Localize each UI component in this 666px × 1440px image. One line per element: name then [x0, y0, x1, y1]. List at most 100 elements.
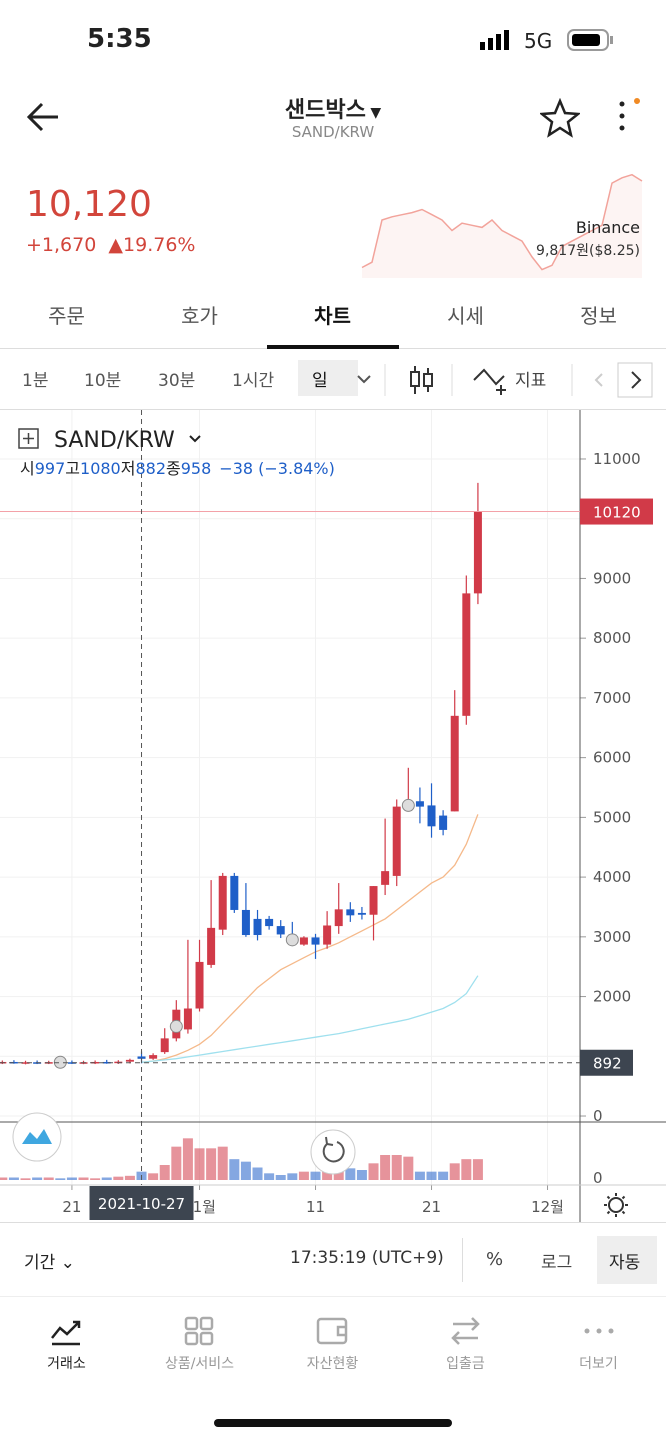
header: 샌드박스 ▼ [284, 98, 382, 123]
header-title[interactable]: 샌드박스 [284, 98, 366, 123]
volume-bar [368, 1163, 379, 1180]
add-symbol-button[interactable] [18, 428, 39, 449]
volume-bar [391, 1155, 402, 1180]
tab[interactable]: 호가 [181, 304, 218, 328]
chart-title-caret [189, 435, 201, 443]
candle-body [160, 1038, 169, 1053]
settings-button[interactable] [604, 1193, 628, 1217]
favorite-button[interactable] [540, 98, 580, 138]
volume-bar [252, 1167, 263, 1180]
interval-button[interactable]: 1시간 [232, 371, 275, 391]
ohlc-change: −38 (−3.84%) [219, 459, 335, 478]
candle-body [323, 925, 332, 945]
auto-button-bg [597, 1236, 657, 1284]
x-tick-label: 21 [62, 1198, 81, 1216]
candle-body [230, 875, 239, 910]
volume-bar [182, 1138, 193, 1180]
volume-bar [229, 1159, 240, 1180]
status-network: 5G [524, 29, 553, 53]
candle-type-button[interactable] [410, 366, 433, 394]
percent-button[interactable]: % [486, 1249, 504, 1270]
interval-button[interactable]: 30분 [158, 371, 196, 391]
volume-bar [287, 1173, 298, 1180]
candle-body [462, 593, 471, 716]
candle-body [241, 909, 250, 936]
tab[interactable]: 차트 [314, 304, 351, 328]
change-amount: +1,670 [26, 234, 97, 256]
moving-average [141, 975, 479, 1063]
scroll-right[interactable] [617, 362, 653, 398]
volume-bar [264, 1173, 275, 1180]
volume-bar [159, 1165, 170, 1180]
back-button[interactable] [24, 98, 64, 138]
volume-bar [101, 1177, 112, 1180]
indicator-overlay-button[interactable] [12, 1112, 62, 1162]
current-price: 10,120 [26, 184, 152, 225]
volume-bar [310, 1171, 321, 1180]
moving-average [141, 814, 479, 1063]
y-tick-label: 9000 [593, 569, 631, 587]
icon [604, 1193, 628, 1217]
tab[interactable]: 시세 [447, 304, 484, 328]
chart-title: SAND/KRW [54, 428, 175, 453]
tab[interactable]: 정보 [580, 304, 617, 328]
candle-body [21, 1062, 30, 1064]
interval-button[interactable]: 일 [312, 371, 328, 391]
nav-item[interactable]: 거래소 [47, 1356, 86, 1372]
volume-bar [194, 1148, 205, 1180]
ohlc-value: 1080 [80, 459, 121, 478]
volume-bar [66, 1177, 77, 1180]
interval-button[interactable]: 1분 [22, 371, 49, 391]
volume-bar [275, 1175, 286, 1180]
interval-dropdown[interactable] [357, 375, 371, 384]
candle-body [381, 871, 390, 885]
y-tick-label: 6000 [593, 749, 631, 767]
crosshair-x-box [89, 1186, 194, 1220]
volume-bar [78, 1177, 89, 1180]
nav-item[interactable]: 더보기 [579, 1356, 618, 1372]
tab[interactable]: 주문 [48, 304, 85, 328]
ohlc-value: 997 [35, 459, 66, 478]
candle-body [299, 937, 308, 945]
volume-bar [356, 1170, 367, 1180]
interval-button[interactable]: 10분 [84, 371, 122, 391]
y-tick-label: 0 [593, 1107, 603, 1125]
event-marker [401, 798, 415, 812]
price-change: +1,670 ▲19.76% [26, 234, 195, 256]
volume-bar [113, 1176, 124, 1180]
candle-body [218, 875, 227, 930]
divider [462, 1238, 463, 1282]
icon [12, 1112, 62, 1162]
volume-bar [124, 1175, 135, 1180]
icon [322, 1136, 345, 1163]
log-button[interactable]: 로그 [541, 1253, 573, 1273]
sparkline [361, 173, 643, 278]
volume-bar [8, 1177, 19, 1180]
y-tick-label: 2000 [593, 988, 631, 1006]
volume-bar [55, 1178, 66, 1180]
candle-body [149, 1055, 158, 1059]
volume-bar [90, 1178, 101, 1180]
nav-icons [51, 1316, 614, 1346]
clock: 17:35:19 (UTC+9) [290, 1248, 444, 1268]
candle-body [311, 937, 320, 945]
candle-body [91, 1061, 100, 1064]
chart: 0100020003000400050006000700080009000100… [0, 410, 666, 1222]
auto-button[interactable]: 자동 [609, 1253, 641, 1273]
nav-item[interactable]: 상품/서비스 [164, 1356, 235, 1372]
event-marker [285, 933, 299, 947]
menu-button[interactable] [610, 96, 646, 136]
candle-body [265, 918, 274, 927]
nav-item[interactable]: 자산현황 [306, 1356, 359, 1372]
y-tick-label: 8000 [593, 629, 631, 647]
exchange-name: Binance [575, 218, 640, 237]
candle-body [439, 815, 448, 830]
period-button[interactable]: 기간 ⌄ [24, 1253, 75, 1273]
volume-bar [148, 1173, 159, 1180]
candle-body [67, 1062, 76, 1064]
candle-body [102, 1061, 111, 1064]
reset-button[interactable] [310, 1129, 356, 1175]
nav-item[interactable]: 입출금 [446, 1356, 485, 1372]
current-price-label: 10120 [593, 504, 641, 522]
indicator-button[interactable]: 지표 [515, 371, 547, 391]
